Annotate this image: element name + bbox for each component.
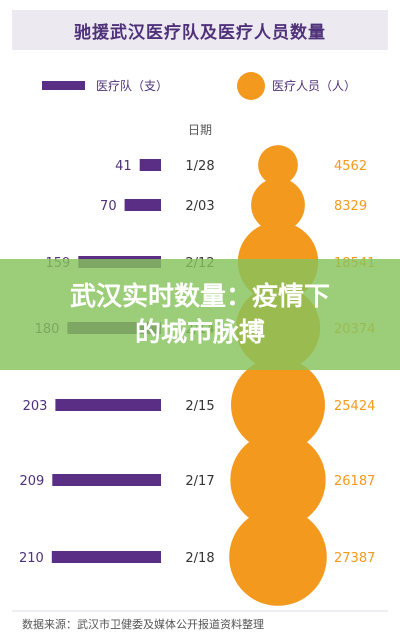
team-bar — [51, 551, 161, 563]
team-value-label: 70 — [100, 199, 117, 214]
team-value-label: 41 — [115, 159, 132, 174]
legend-swatch-staff — [237, 72, 265, 100]
headline-overlay: 武汉实时数量：疫情下 的城市脉搏 — [0, 259, 400, 370]
staff-value-label: 25424 — [334, 399, 375, 414]
headline-line-2: 的城市脉搏 — [134, 317, 265, 348]
staff-value-label: 26187 — [334, 474, 375, 489]
category-header: 日期 — [188, 123, 212, 137]
team-bar — [52, 474, 161, 486]
staff-bubble — [229, 508, 327, 606]
chart-title-bar: 驰援武汉医疗队及医疗人员数量 — [12, 10, 388, 50]
legend-swatch-teams — [42, 81, 85, 90]
source-note: 数据来源：武汉市卫健委及媒体公开报道资料整理 — [22, 617, 264, 631]
staff-value-label: 4562 — [334, 159, 367, 174]
headline-line-1: 武汉实时数量：疫情下 — [69, 281, 330, 312]
staff-bubble — [230, 432, 326, 528]
staff-value-label: 8329 — [334, 199, 367, 214]
date-tick-label: 2/18 — [185, 551, 214, 566]
team-value-label: 210 — [19, 551, 44, 566]
team-bar — [139, 159, 161, 171]
legend-label-staff: 医疗人员（人） — [272, 79, 356, 93]
staff-value-label: 27387 — [334, 551, 375, 566]
team-bar — [55, 399, 161, 411]
team-value-label: 203 — [23, 399, 48, 414]
date-tick-label: 2/15 — [185, 399, 214, 414]
team-bar — [124, 199, 161, 211]
date-tick-label: 2/03 — [185, 199, 214, 214]
chart-title: 驰援武汉医疗队及医疗人员数量 — [74, 22, 326, 43]
date-tick-label: 1/28 — [185, 159, 214, 174]
date-tick-label: 2/17 — [185, 474, 214, 489]
staff-bubble — [258, 145, 298, 185]
staff-bubble — [231, 358, 325, 452]
team-value-label: 209 — [19, 474, 44, 489]
staff-bubble — [251, 178, 305, 232]
legend-label-teams: 医疗队（支） — [96, 78, 168, 93]
